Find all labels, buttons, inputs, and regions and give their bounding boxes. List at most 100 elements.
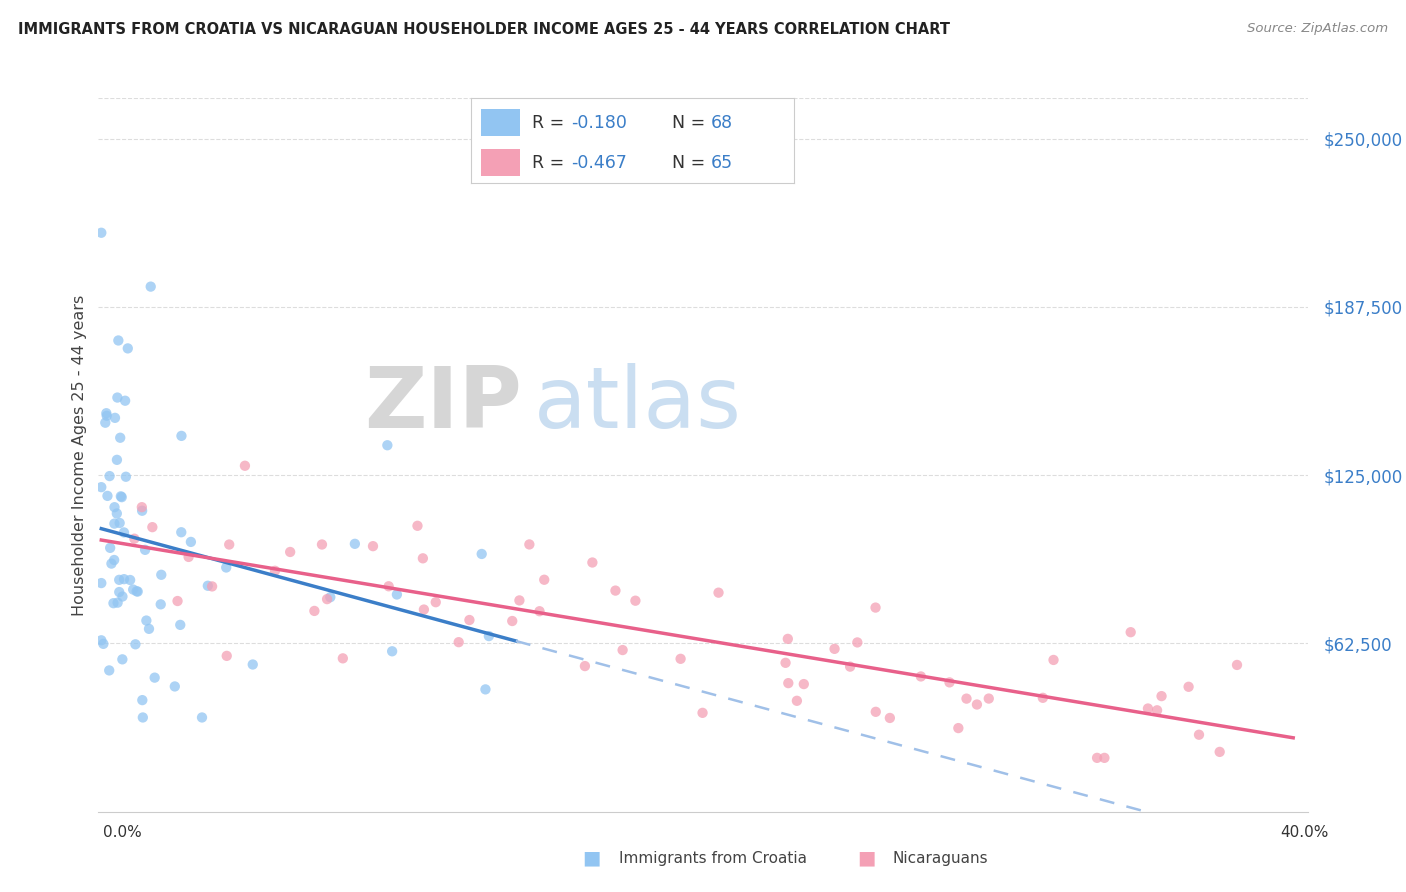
Point xyxy=(112,572,135,586)
Point xyxy=(865,600,887,615)
Point xyxy=(114,393,136,408)
Point xyxy=(846,635,869,649)
Point xyxy=(107,334,129,348)
Point xyxy=(478,629,501,643)
Point xyxy=(786,694,808,708)
Point xyxy=(447,635,470,649)
Point xyxy=(108,516,131,530)
Point xyxy=(412,602,434,616)
Point xyxy=(343,537,366,551)
Point xyxy=(180,535,202,549)
Point xyxy=(96,489,118,503)
Point xyxy=(377,438,399,452)
Point xyxy=(1177,680,1199,694)
Text: IMMIGRANTS FROM CROATIA VS NICARAGUAN HOUSEHOLDER INCOME AGES 25 - 44 YEARS CORR: IMMIGRANTS FROM CROATIA VS NICARAGUAN HO… xyxy=(18,22,950,37)
Point xyxy=(316,592,339,607)
Point xyxy=(127,584,149,599)
Point xyxy=(166,594,188,608)
FancyBboxPatch shape xyxy=(481,109,520,136)
Point xyxy=(90,633,112,648)
Point xyxy=(141,520,163,534)
Point xyxy=(955,691,977,706)
Point xyxy=(406,518,429,533)
Point xyxy=(948,721,970,735)
Point xyxy=(1136,701,1159,715)
Point xyxy=(115,469,138,483)
Point xyxy=(120,573,142,587)
Point xyxy=(98,664,121,678)
Point xyxy=(191,710,214,724)
Text: Nicaraguans: Nicaraguans xyxy=(893,851,988,865)
Point xyxy=(778,676,800,690)
Point xyxy=(143,671,166,685)
Point xyxy=(139,279,162,293)
Text: 0.0%: 0.0% xyxy=(103,825,142,840)
Point xyxy=(319,590,342,604)
Point xyxy=(1208,745,1230,759)
Point xyxy=(1188,728,1211,742)
Text: ■: ■ xyxy=(858,848,876,868)
Point xyxy=(381,644,404,658)
Point xyxy=(624,593,647,607)
Point xyxy=(264,564,287,578)
Point xyxy=(90,480,112,494)
Point xyxy=(1042,653,1064,667)
Point xyxy=(361,539,384,553)
Point xyxy=(103,516,125,531)
Point xyxy=(170,429,193,443)
Point xyxy=(124,637,146,651)
Point xyxy=(1150,689,1173,703)
Point xyxy=(977,691,1000,706)
Point xyxy=(605,583,627,598)
Point xyxy=(170,525,193,540)
Text: 40.0%: 40.0% xyxy=(1281,825,1329,840)
Point xyxy=(108,585,131,599)
Point xyxy=(304,604,326,618)
Point xyxy=(132,710,155,724)
Point xyxy=(134,542,156,557)
Point xyxy=(533,573,555,587)
Point xyxy=(474,682,496,697)
Point xyxy=(501,614,523,628)
Point xyxy=(103,500,125,515)
Point xyxy=(311,537,333,551)
Text: atlas: atlas xyxy=(534,363,742,447)
Text: 68: 68 xyxy=(710,113,733,132)
Point xyxy=(458,613,481,627)
Point xyxy=(966,698,988,712)
Point xyxy=(122,582,145,597)
Point xyxy=(278,545,301,559)
Text: 65: 65 xyxy=(710,153,733,171)
Point xyxy=(215,560,238,574)
Point xyxy=(692,706,714,720)
Point xyxy=(107,596,129,610)
Text: R =: R = xyxy=(533,113,571,132)
Point xyxy=(93,637,115,651)
Point xyxy=(103,553,125,567)
Point xyxy=(149,598,172,612)
Point xyxy=(112,525,135,540)
Point xyxy=(94,416,117,430)
Point xyxy=(103,596,125,610)
Point xyxy=(910,669,932,683)
Point xyxy=(201,579,224,593)
Point xyxy=(90,226,112,240)
Point xyxy=(163,680,186,694)
Point xyxy=(377,579,399,593)
Point xyxy=(938,675,960,690)
Point xyxy=(1085,751,1108,765)
Point xyxy=(105,507,128,521)
Point xyxy=(793,677,815,691)
Point xyxy=(1119,625,1142,640)
Point xyxy=(218,537,240,551)
Point xyxy=(90,576,112,591)
Text: -0.467: -0.467 xyxy=(571,153,627,171)
Point xyxy=(824,641,846,656)
Point xyxy=(169,618,191,632)
Point xyxy=(138,622,160,636)
Point xyxy=(1094,751,1116,765)
Point xyxy=(96,409,118,423)
Point xyxy=(110,489,132,503)
Point xyxy=(111,590,134,604)
Point xyxy=(879,711,901,725)
